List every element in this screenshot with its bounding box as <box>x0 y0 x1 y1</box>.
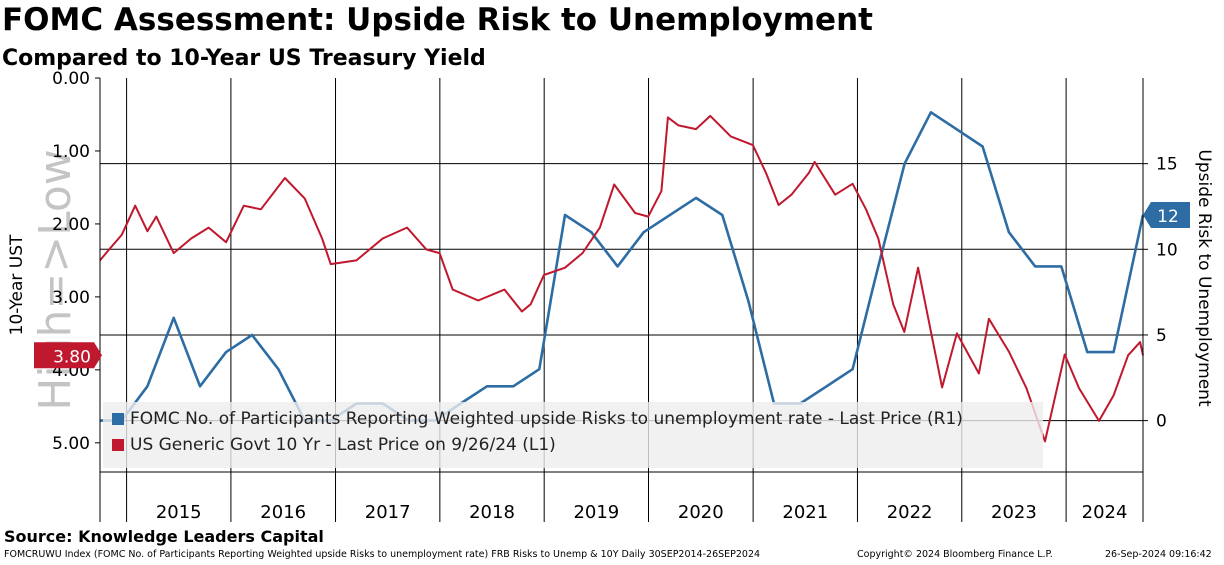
last-value-flags: 3.80 12 <box>34 202 1190 369</box>
x-tick-label: 2017 <box>365 502 411 523</box>
right-tick-label: 15 <box>1156 155 1178 175</box>
right-tick-label: 10 <box>1156 240 1178 260</box>
left-tick-label: 1.00 <box>52 142 90 162</box>
legend-box <box>103 402 1043 468</box>
footer-copyright: Copyright© 2024 Bloomberg Finance L.P. <box>857 549 1053 560</box>
footer-timestamp: 26-Sep-2024 09:16:42 <box>1105 549 1212 560</box>
x-tick-label: 2015 <box>156 502 202 523</box>
legend-swatch-fomc <box>112 413 124 425</box>
last-value-flag-left-label: 3.80 <box>53 347 91 367</box>
source-note: Source: Knowledge Leaders Capital <box>4 527 324 546</box>
legend-label-10y: US Generic Govt 10 Yr - Last Price on 9/… <box>130 435 556 455</box>
x-tick-label: 2018 <box>469 502 515 523</box>
last-value-flag-left <box>34 342 102 369</box>
right-tick-label: 5 <box>1156 326 1167 346</box>
left-axis-title: 10-Year UST <box>7 234 27 335</box>
left-tick-label: 0.00 <box>52 69 90 89</box>
series-line-10y-yield <box>99 114 1144 443</box>
x-tick-label: 2020 <box>678 502 724 523</box>
series-line-fomc <box>100 111 1145 422</box>
chart-title: FOMC Assessment: Upside Risk to Unemploy… <box>2 2 873 38</box>
legend-label-fomc: FOMC No. of Participants Reporting Weigh… <box>130 409 963 429</box>
x-tick-label: 2016 <box>260 502 306 523</box>
right-tick-label: 0 <box>1156 412 1167 432</box>
legend: FOMC No. of Participants Reporting Weigh… <box>103 402 1043 468</box>
last-value-flag-right-label: 12 <box>1157 207 1179 227</box>
x-tick-label: 2022 <box>887 502 933 523</box>
right-axis-title: Upside Risk to Unemployment <box>1194 149 1214 407</box>
left-tick-label: 2.00 <box>52 215 90 235</box>
series-layer <box>99 111 1145 443</box>
x-tick-label: 2021 <box>782 502 828 523</box>
x-tick-label: 2019 <box>573 502 619 523</box>
last-value-flag-right <box>1143 202 1190 229</box>
left-tick-label: 5.00 <box>52 434 90 454</box>
legend-swatch-10y <box>112 439 124 451</box>
footer-index-info: FOMCRUWU Index (FOMC No. of Participants… <box>4 549 761 560</box>
x-tick-label: 2023 <box>991 502 1037 523</box>
left-tick-label: 3.00 <box>52 288 90 308</box>
axes: 2015 2016 2017 2018 2019 2020 2021 2022 2023 2024… <box>7 69 1214 523</box>
x-tick-label: 2024 <box>1082 502 1128 523</box>
chart-subtitle: Compared to 10-Year US Treasury Yield <box>2 46 486 71</box>
